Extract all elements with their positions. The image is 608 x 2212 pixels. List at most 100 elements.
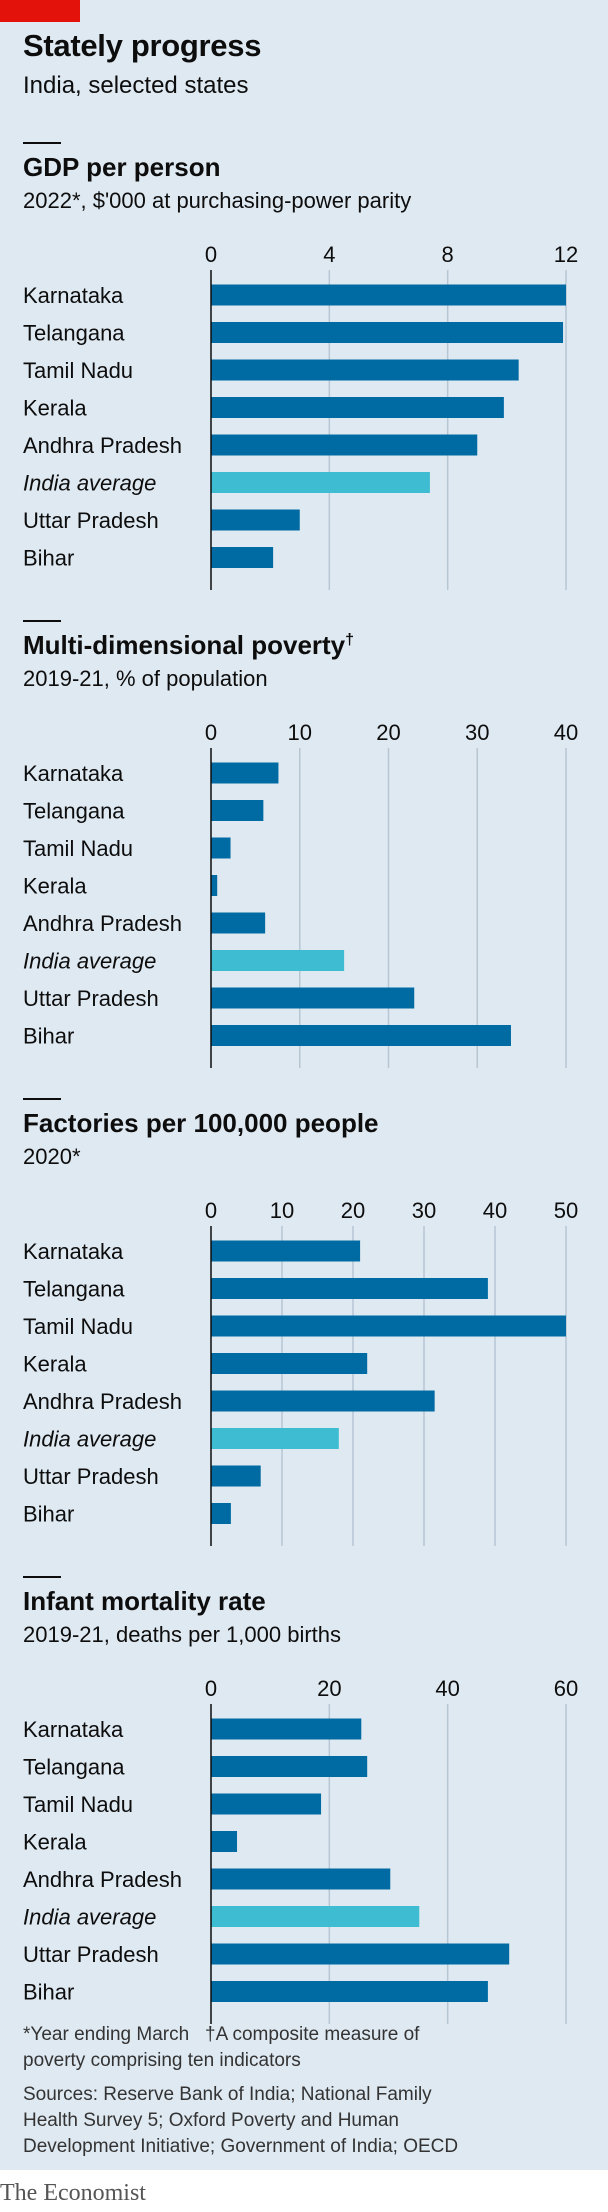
bar	[211, 1906, 420, 1927]
chart-1-rule	[23, 142, 61, 144]
category-label: Andhra Pradesh	[23, 1389, 182, 1414]
tick-label: 30	[465, 720, 489, 745]
bar	[211, 359, 519, 381]
tick-label: 30	[412, 1198, 436, 1223]
category-label: Andhra Pradesh	[23, 433, 182, 458]
bar	[211, 912, 266, 934]
chart-2-title: Multi-dimensional poverty†	[23, 630, 354, 661]
category-label: Tamil Nadu	[23, 1314, 133, 1339]
tick-label: 60	[554, 1676, 578, 1701]
footnote-line: poverty comprising ten indicators	[23, 2050, 301, 2071]
category-label: Karnataka	[23, 761, 124, 786]
category-label: Tamil Nadu	[23, 1792, 133, 1817]
bar	[211, 547, 274, 568]
bar	[211, 800, 264, 821]
category-label: Tamil Nadu	[23, 358, 133, 383]
bar	[211, 837, 231, 859]
factories-chart: 0 10 20 30 40 50 Karnataka Telangana Tamil Nadu K…	[23, 1198, 578, 1546]
sources-line: Health Survey 5; Oxford Poverty and Huma…	[23, 2110, 399, 2131]
chart-2-rule	[23, 620, 61, 622]
tick-label: 10	[288, 720, 312, 745]
category-label: Bihar	[23, 1980, 74, 2005]
tick-label: 0	[205, 1676, 217, 1701]
category-label: Uttar Pradesh	[23, 1464, 159, 1489]
bar	[211, 1240, 361, 1262]
tick-label: 0	[205, 720, 217, 745]
bar	[211, 1428, 339, 1449]
tick-label: 4	[323, 242, 335, 267]
bar	[211, 1943, 510, 1965]
category-label: Karnataka	[23, 1717, 124, 1742]
bar	[211, 875, 218, 896]
category-label: India average	[23, 471, 156, 496]
footnotes: *Year ending March †A composite measure …	[23, 2022, 419, 2074]
tick-label: 50	[554, 1198, 578, 1223]
tick-label: 0	[205, 1198, 217, 1223]
category-label: Telangana	[23, 799, 125, 824]
bar	[211, 1025, 511, 1046]
tick-label: 0	[205, 242, 217, 267]
bar	[211, 1756, 368, 1777]
category-label: Kerala	[23, 1830, 87, 1855]
page-subtitle: India, selected states	[23, 72, 249, 99]
category-label: Telangana	[23, 1277, 125, 1302]
category-label: Uttar Pradesh	[23, 508, 159, 533]
chart-3-title: Factories per 100,000 people	[23, 1108, 379, 1138]
category-label: Andhra Pradesh	[23, 1867, 182, 1892]
bar	[211, 472, 430, 493]
bar	[211, 1718, 362, 1740]
chart-3-rule	[23, 1098, 61, 1100]
category-label: India average	[23, 1905, 156, 1930]
tick-label: 20	[376, 720, 400, 745]
bar	[211, 762, 279, 784]
bar	[211, 397, 504, 418]
chart-4-subtitle: 2019-21, deaths per 1,000 births	[23, 1622, 342, 1647]
category-label: Kerala	[23, 1352, 87, 1377]
bar	[211, 1390, 435, 1412]
category-label: Telangana	[23, 1755, 125, 1780]
economist-red-tag	[0, 0, 80, 22]
economist-logo: The Economist	[0, 2180, 146, 2206]
category-label: India average	[23, 1427, 156, 1452]
tick-label: 8	[442, 242, 454, 267]
bar	[211, 1831, 238, 1852]
dagger-mark: †	[345, 631, 355, 649]
infant-mortality-chart: 0 20 40 60 Karnataka Telangana Tamil Nadu Keral…	[23, 1676, 578, 2024]
category-label: Karnataka	[23, 1239, 124, 1264]
bar	[211, 509, 300, 531]
tick-label: 20	[341, 1198, 365, 1223]
bar	[211, 1503, 231, 1524]
footnote-line: *Year ending March †A composite measure …	[23, 2024, 420, 2045]
chart-2-subtitle: 2019-21, % of population	[23, 666, 268, 691]
bar	[211, 1868, 391, 1890]
category-label: India average	[23, 949, 156, 974]
gdp-per-person-chart: 0 4 8 12 Karnataka Telangana Tamil Nadu Kerala A…	[23, 242, 578, 590]
category-label: Kerala	[23, 396, 87, 421]
tick-label: 40	[435, 1676, 459, 1701]
category-label: Andhra Pradesh	[23, 911, 182, 936]
tick-label: 10	[270, 1198, 294, 1223]
bar	[211, 1981, 488, 2002]
page-title: Stately progress	[23, 28, 262, 63]
chart-1-subtitle: 2022*, $'000 at purchasing-power parity	[23, 188, 412, 213]
chart-4-title: Infant mortality rate	[23, 1586, 266, 1616]
chart-1-title: GDP per person	[23, 152, 221, 182]
bar	[211, 434, 478, 456]
category-label: Bihar	[23, 546, 74, 571]
chart-3-subtitle: 2020*	[23, 1144, 81, 1169]
bar	[211, 1315, 566, 1337]
sources-line: Development Initiative; Government of In…	[23, 2136, 459, 2157]
chart-2-title-text: Multi-dimensional poverty	[23, 630, 346, 660]
category-label: Bihar	[23, 1024, 74, 1049]
bar	[211, 1278, 488, 1299]
tick-label: 40	[483, 1198, 507, 1223]
category-label: Kerala	[23, 874, 87, 899]
poverty-chart: 0 10 20 30 40 Karnataka Telangana Tamil Nadu Ker…	[23, 720, 578, 1068]
category-label: Karnataka	[23, 283, 124, 308]
category-label: Bihar	[23, 1502, 74, 1527]
tick-label: 12	[554, 242, 578, 267]
category-label: Uttar Pradesh	[23, 986, 159, 1011]
tick-label: 40	[554, 720, 578, 745]
bar	[211, 1353, 368, 1374]
tick-label: 20	[317, 1676, 341, 1701]
